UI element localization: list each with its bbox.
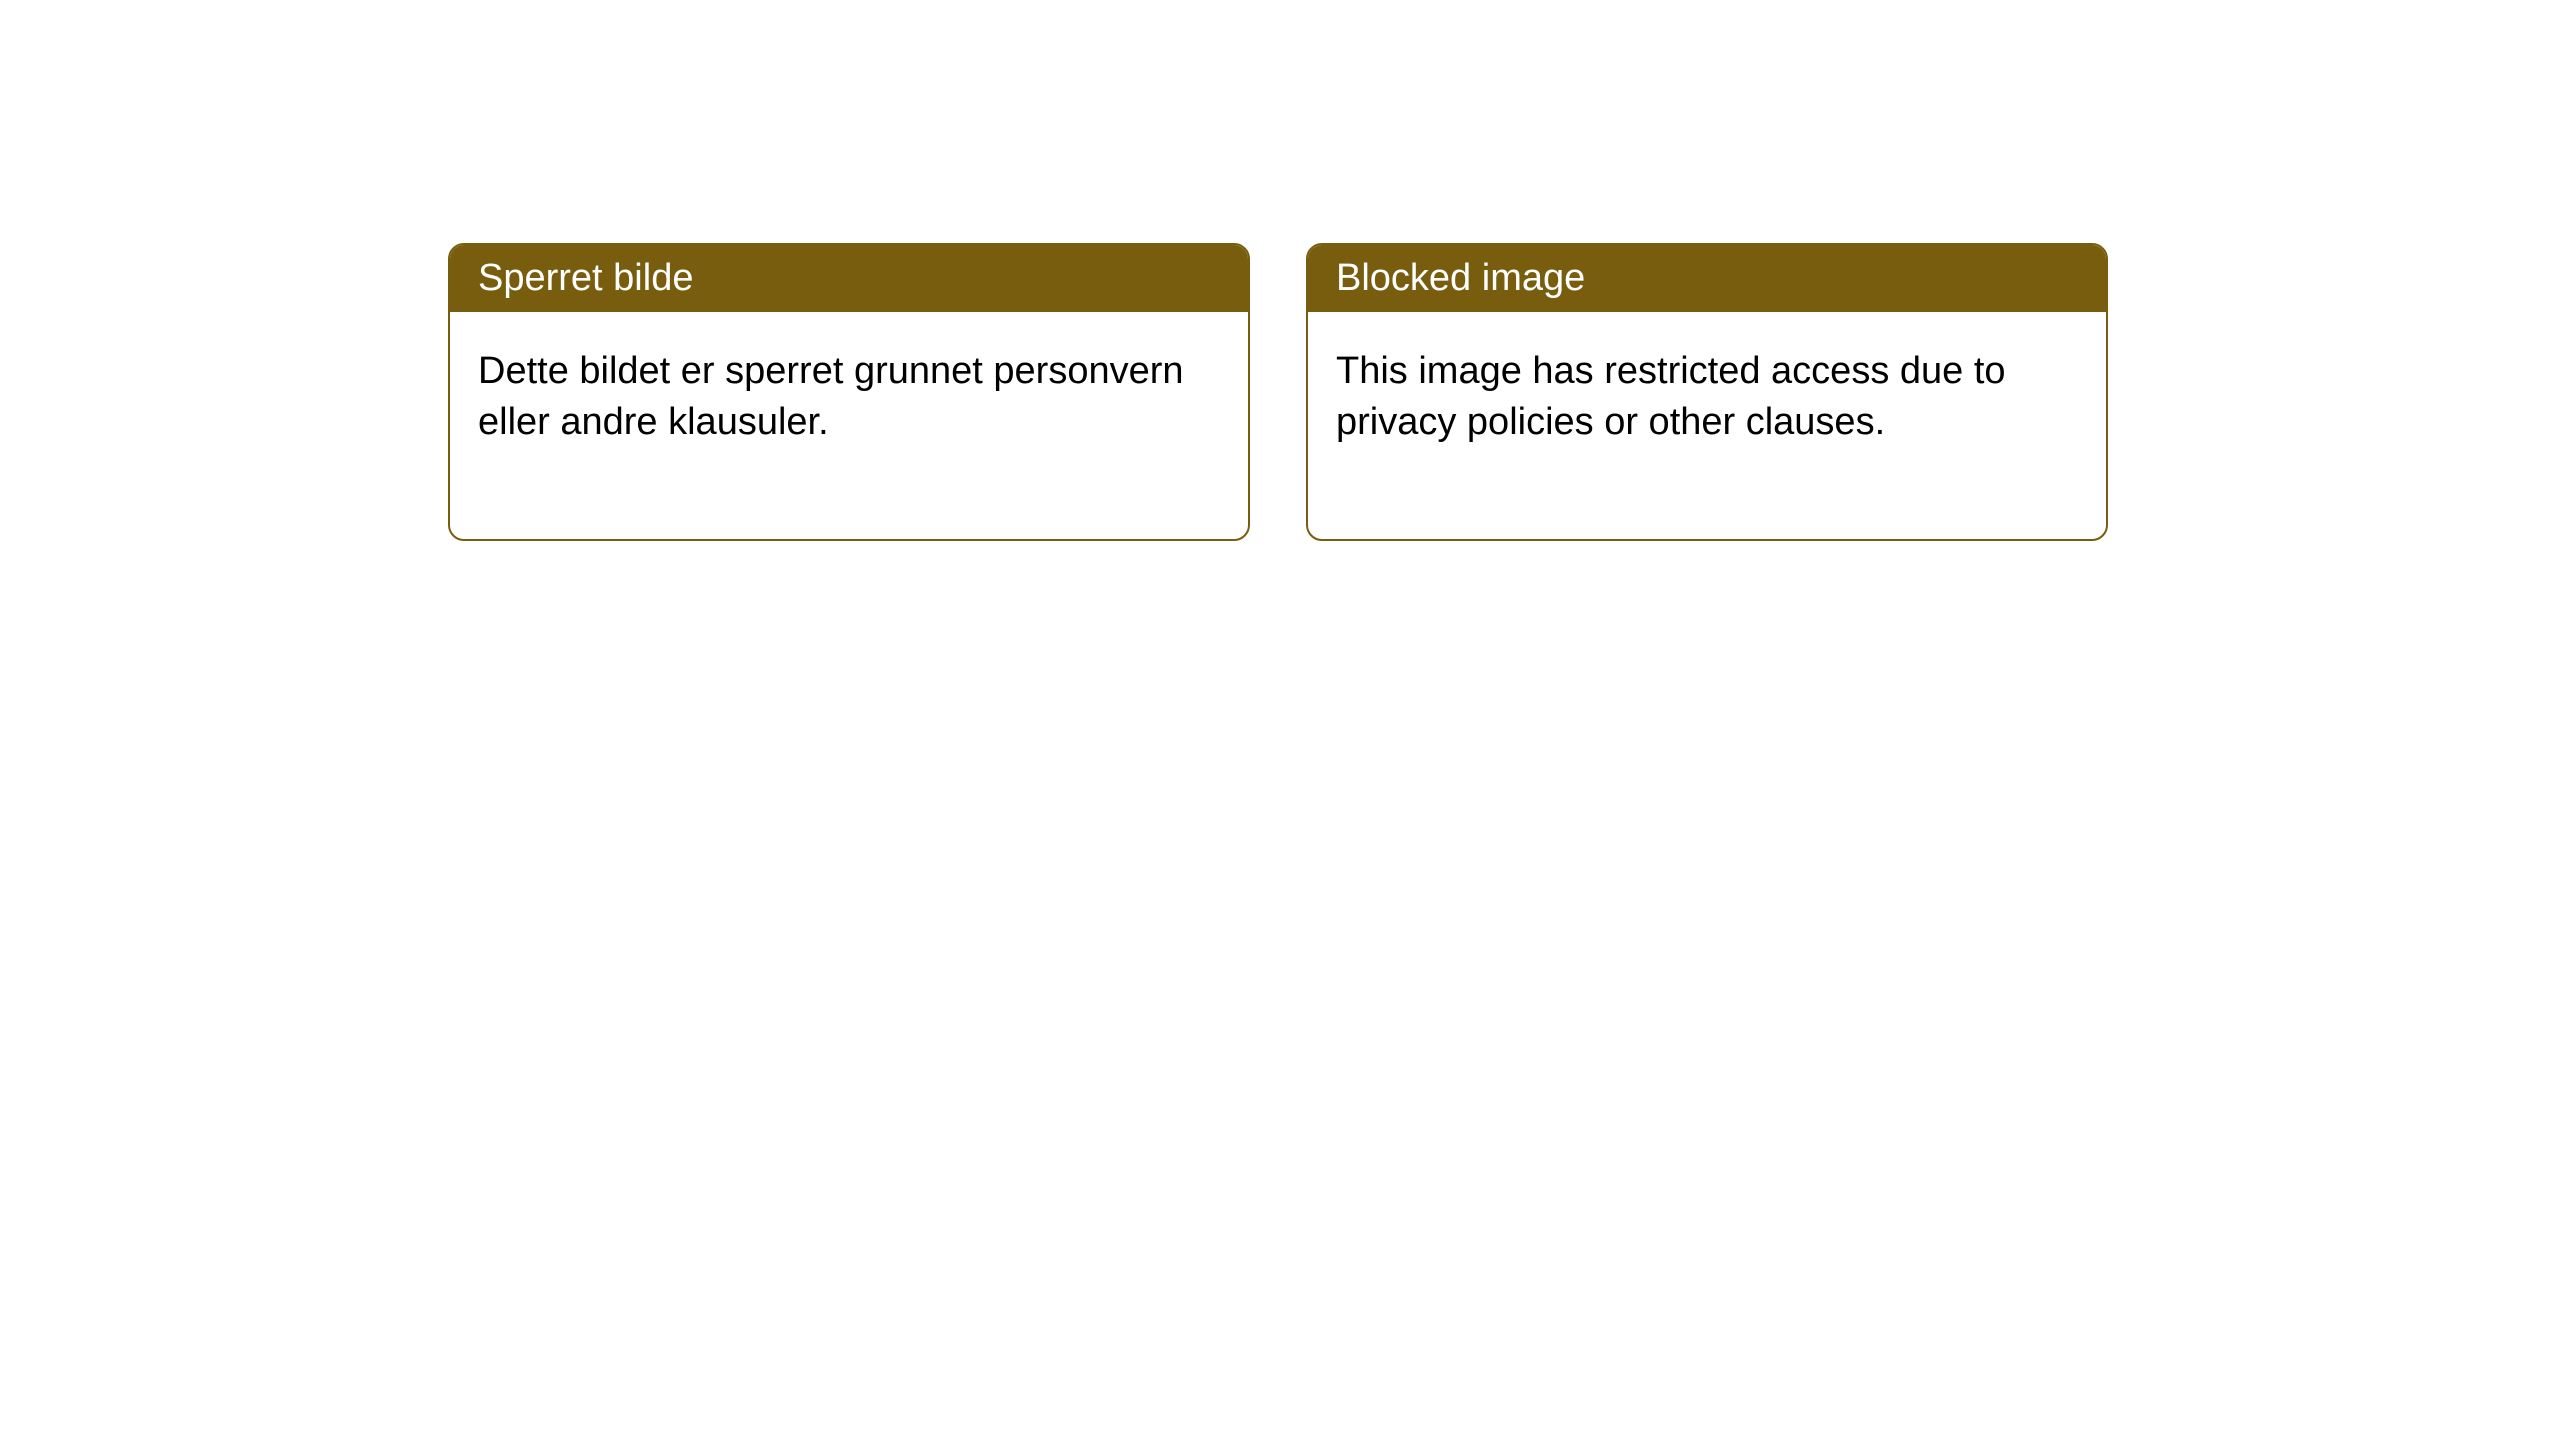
notice-container: Sperret bilde Dette bildet er sperret gr…	[0, 0, 2560, 541]
card-body-text: This image has restricted access due to …	[1336, 350, 2006, 443]
blocked-image-card-en: Blocked image This image has restricted …	[1306, 243, 2108, 541]
card-body: Dette bildet er sperret grunnet personve…	[450, 312, 1248, 539]
card-header: Sperret bilde	[450, 245, 1248, 312]
blocked-image-card-no: Sperret bilde Dette bildet er sperret gr…	[448, 243, 1250, 541]
card-header: Blocked image	[1308, 245, 2106, 312]
card-title: Blocked image	[1336, 257, 1585, 299]
card-body: This image has restricted access due to …	[1308, 312, 2106, 539]
card-body-text: Dette bildet er sperret grunnet personve…	[478, 350, 1184, 443]
card-title: Sperret bilde	[478, 257, 693, 299]
